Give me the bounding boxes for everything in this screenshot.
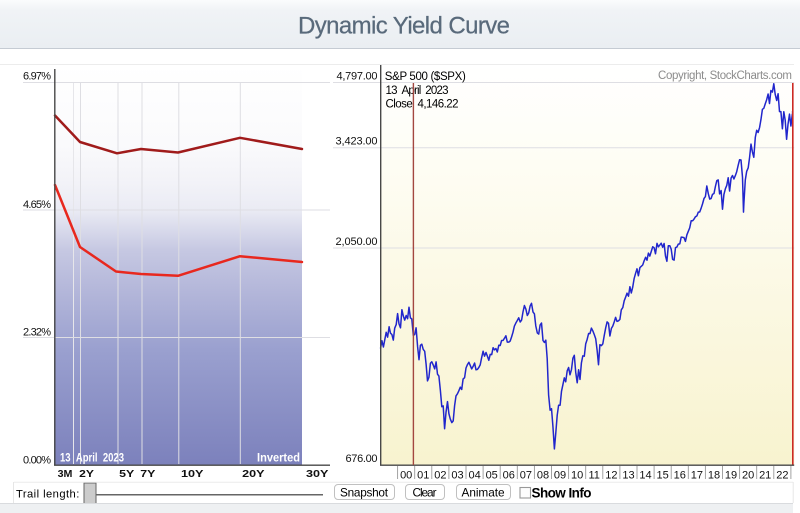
svg-text:02: 02 xyxy=(434,470,446,482)
svg-text:19: 19 xyxy=(725,470,737,482)
svg-text:22: 22 xyxy=(776,470,788,482)
svg-text:00: 00 xyxy=(400,470,412,482)
svg-text:15: 15 xyxy=(656,470,668,482)
svg-text:14: 14 xyxy=(639,470,651,482)
svg-text:3M: 3M xyxy=(58,468,73,480)
svg-text:Animate: Animate xyxy=(462,485,505,499)
svg-text:07: 07 xyxy=(520,470,532,482)
svg-text:06: 06 xyxy=(503,470,515,482)
svg-text:17: 17 xyxy=(691,470,703,482)
svg-text:5Y: 5Y xyxy=(119,468,134,480)
svg-text:6.97%: 6.97% xyxy=(23,70,51,82)
svg-text:10Y: 10Y xyxy=(181,468,204,480)
svg-text:4.65%: 4.65% xyxy=(23,199,51,211)
svg-text:2.32%: 2.32% xyxy=(23,327,51,339)
svg-text:18: 18 xyxy=(708,470,720,482)
svg-text:01: 01 xyxy=(417,470,429,482)
svg-text:05: 05 xyxy=(486,470,498,482)
svg-text:0.00%: 0.00% xyxy=(23,455,51,467)
svg-text:Copyright, StockCharts.com: Copyright, StockCharts.com xyxy=(658,70,792,82)
svg-text:10: 10 xyxy=(571,470,583,482)
svg-text:11: 11 xyxy=(588,470,599,482)
svg-text:20Y: 20Y xyxy=(242,468,264,480)
svg-text:Snapshot: Snapshot xyxy=(340,485,389,499)
svg-text:08: 08 xyxy=(537,470,549,482)
svg-text:7Y: 7Y xyxy=(140,468,155,480)
svg-text:2Y: 2Y xyxy=(79,468,94,480)
svg-text:Clear: Clear xyxy=(413,485,437,499)
svg-text:13 April 2023: 13 April 2023 xyxy=(386,85,449,97)
svg-text:16: 16 xyxy=(674,470,686,482)
svg-text:03: 03 xyxy=(451,470,463,482)
svg-text:Close 4,146.22: Close 4,146.22 xyxy=(386,99,459,111)
svg-text:21: 21 xyxy=(759,470,771,482)
svg-text:04: 04 xyxy=(468,470,480,482)
svg-text:Show Info: Show Info xyxy=(532,486,592,501)
svg-text:3,423.00: 3,423.00 xyxy=(336,136,378,148)
svg-text:2,050.00: 2,050.00 xyxy=(336,236,378,248)
svg-text:S&P 500 ($SPX): S&P 500 ($SPX) xyxy=(385,71,466,83)
svg-text:Inverted: Inverted xyxy=(257,453,300,465)
svg-text:Dynamic Yield Curve: Dynamic Yield Curve xyxy=(298,13,510,40)
svg-text:Trail length:: Trail length: xyxy=(16,489,79,501)
svg-text:20: 20 xyxy=(742,470,754,482)
svg-text:09: 09 xyxy=(554,470,566,482)
svg-text:30Y: 30Y xyxy=(306,468,328,480)
svg-text:4,797.00: 4,797.00 xyxy=(337,70,378,82)
svg-text:13 April 2023: 13 April 2023 xyxy=(60,453,124,465)
svg-text:676.00: 676.00 xyxy=(346,453,378,465)
svg-text:12: 12 xyxy=(605,470,617,482)
svg-text:13: 13 xyxy=(622,470,634,482)
